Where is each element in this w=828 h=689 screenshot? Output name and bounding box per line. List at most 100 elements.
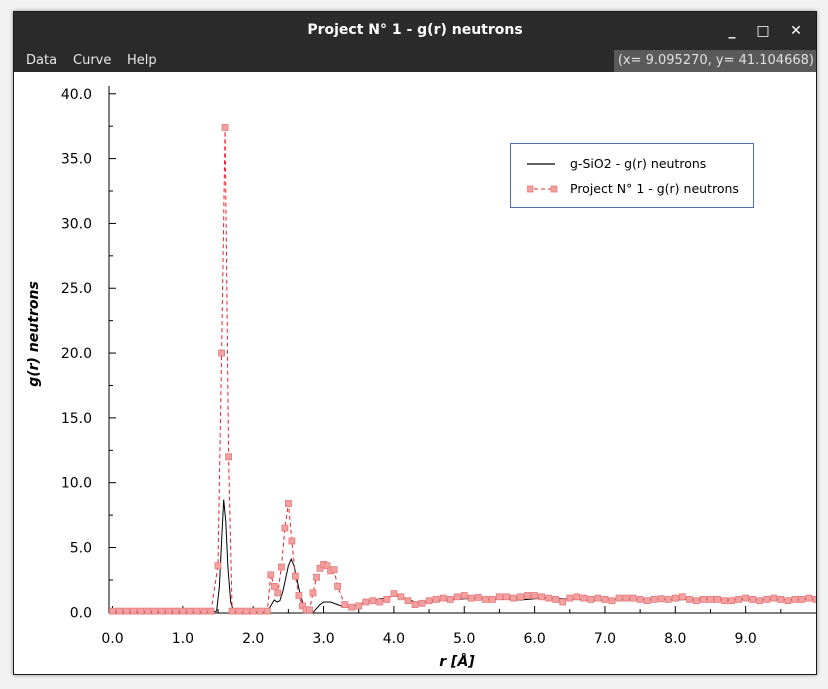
project-point <box>664 596 672 603</box>
title-bar[interactable]: Project N° 1 - g(r) neutrons _ □ ✕ <box>14 12 816 50</box>
maximize-icon[interactable]: □ <box>756 23 770 39</box>
project-point <box>299 602 306 610</box>
legend-swatch-reference <box>527 163 555 165</box>
project-point <box>404 597 412 605</box>
project-point <box>277 563 285 571</box>
y-tick-label: 5.0 <box>70 541 92 557</box>
project-point <box>242 607 250 615</box>
project-point <box>735 596 742 603</box>
legend-entry-project: Project N° 1 - g(r) neutrons <box>511 179 753 199</box>
project-point <box>267 571 275 579</box>
project-point <box>193 607 201 615</box>
project-point <box>390 590 398 597</box>
project-point <box>281 524 289 532</box>
gr-plot[interactable]: 0.0 1.0 2.0 3.0 4.0 5.0 6.0 7.0 8.0 9.0 0.0 5.0 10.0… <box>14 72 816 674</box>
close-icon[interactable]: ✕ <box>790 23 802 39</box>
project-point <box>517 593 524 601</box>
project-point <box>763 596 771 603</box>
project-point <box>650 596 658 603</box>
project-point <box>510 594 517 602</box>
y-tick-label: 40.0 <box>61 87 92 103</box>
project-point <box>151 607 159 615</box>
legend-label-reference: g-SiO2 - g(r) neutrons <box>570 156 707 171</box>
legend: g-SiO2 - g(r) neutrons Project N° 1 - g(… <box>510 143 754 208</box>
y-tick-label: 25.0 <box>61 281 92 297</box>
project-point <box>545 594 553 602</box>
project-point <box>671 594 679 602</box>
project-point <box>432 596 440 603</box>
plot-series <box>109 124 816 615</box>
project-point <box>503 593 510 601</box>
project-point <box>306 606 313 614</box>
project-point <box>439 594 447 602</box>
project-point <box>425 597 433 605</box>
x-tick-label: 9.0 <box>735 631 757 647</box>
project-point <box>629 594 637 602</box>
project-point <box>291 572 299 580</box>
project-point <box>200 607 208 615</box>
project-point <box>728 597 735 605</box>
plot-window: Project N° 1 - g(r) neutrons _ □ ✕ Data … <box>13 11 817 675</box>
x-tick-label: 1.0 <box>172 631 194 647</box>
menu-help[interactable]: Help <box>127 53 157 68</box>
project-point <box>798 596 806 603</box>
x-tick-label: 6.0 <box>523 631 545 647</box>
project-point <box>784 597 792 605</box>
y-tick-label: 10.0 <box>61 476 92 492</box>
project-point <box>334 582 342 590</box>
project-point <box>137 607 145 615</box>
project-point <box>144 607 152 615</box>
project-point <box>355 602 363 610</box>
project-point <box>721 597 728 605</box>
project-point <box>323 562 331 570</box>
x-tick-label: 2.0 <box>242 631 264 647</box>
project-point <box>524 592 532 599</box>
project-point <box>274 589 282 597</box>
x-tick-label: 4.0 <box>383 631 405 647</box>
project-point <box>742 594 750 602</box>
plot-labels: g(r) neutrons r [Å] <box>26 281 475 670</box>
y-tick-label: 35.0 <box>61 152 92 168</box>
project-point <box>707 596 714 603</box>
project-point <box>158 607 166 615</box>
project-point <box>488 596 496 603</box>
project-point <box>418 599 426 607</box>
x-tick-label: 0.0 <box>101 631 123 647</box>
project-point <box>657 595 665 603</box>
project-point <box>622 594 630 602</box>
project-point <box>559 598 567 606</box>
project-point <box>288 537 296 545</box>
project-point <box>228 607 236 615</box>
menu-bar: Data Curve Help (x= 9.095270, y= 41.1046… <box>14 50 816 72</box>
project-point <box>686 596 693 603</box>
project-point <box>313 573 320 581</box>
project-point <box>580 594 588 602</box>
menu-data[interactable]: Data <box>26 53 58 68</box>
project-point <box>770 594 778 602</box>
x-tick-label: 5.0 <box>453 631 475 647</box>
project-point <box>362 598 370 606</box>
project-point <box>330 566 338 574</box>
menu-curve[interactable]: Curve <box>73 53 112 68</box>
project-point <box>256 607 264 615</box>
project-point <box>383 596 391 603</box>
project-point <box>805 594 813 602</box>
project-point <box>348 603 356 611</box>
project-point <box>172 607 180 615</box>
project-point <box>601 596 609 603</box>
project-point <box>218 349 226 357</box>
project-point <box>397 593 405 601</box>
project-point <box>812 596 816 603</box>
project-point <box>221 124 229 131</box>
project-point <box>460 592 468 599</box>
project-point <box>531 592 538 599</box>
minimize-icon[interactable]: _ <box>728 23 736 39</box>
project-point <box>295 592 303 599</box>
x-tick-label: 7.0 <box>594 631 616 647</box>
project-point <box>369 597 377 605</box>
project-point <box>587 596 595 603</box>
y-axis-label: g(r) neutrons <box>26 281 42 387</box>
project-point <box>235 607 243 615</box>
project-point <box>566 594 574 602</box>
project-point <box>693 597 700 605</box>
